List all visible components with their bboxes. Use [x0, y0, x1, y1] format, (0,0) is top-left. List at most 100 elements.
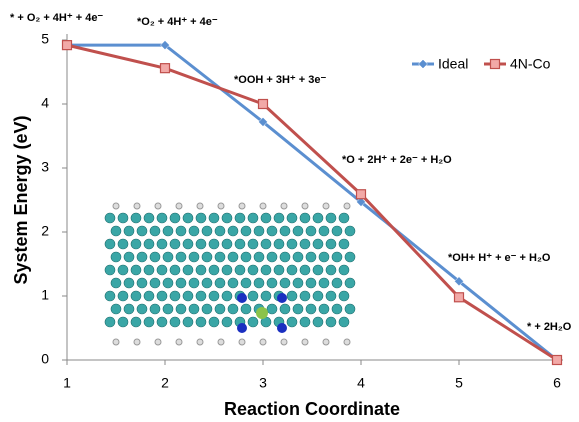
atom — [157, 317, 167, 327]
annotation: * + O₂ + 4H⁺ + 4e⁻ — [10, 12, 103, 24]
atom — [248, 213, 258, 223]
atom — [332, 304, 342, 314]
atom — [144, 239, 154, 249]
atom — [306, 252, 316, 262]
atom — [118, 213, 128, 223]
atom — [300, 239, 310, 249]
atom — [222, 317, 232, 327]
annotation: * + 2H₂O — [527, 321, 572, 333]
legend-label: Ideal — [438, 56, 468, 72]
atom — [248, 239, 258, 249]
atom — [131, 291, 141, 301]
atom — [222, 239, 232, 249]
atom — [215, 226, 225, 236]
x-tick-label: 5 — [455, 375, 463, 391]
atom-h — [113, 339, 119, 345]
annotation: *OH+ H⁺ + e⁻ + H₂O — [448, 252, 551, 264]
atom — [254, 278, 264, 288]
atom-h — [302, 339, 308, 345]
atom — [150, 226, 160, 236]
y-tick-label: 0 — [41, 351, 49, 367]
atom — [183, 213, 193, 223]
atom — [118, 239, 128, 249]
atom — [267, 278, 277, 288]
atom — [196, 291, 206, 301]
marker — [455, 293, 464, 302]
atom — [105, 291, 115, 301]
atom — [118, 291, 128, 301]
atom-h — [176, 339, 182, 345]
atom-h — [344, 339, 350, 345]
atom — [274, 239, 284, 249]
atom — [137, 304, 147, 314]
atom — [118, 265, 128, 275]
atom — [202, 252, 212, 262]
atom-h — [323, 203, 329, 209]
atom — [183, 317, 193, 327]
atom — [293, 252, 303, 262]
atom — [202, 278, 212, 288]
x-tick-label: 1 — [63, 375, 71, 391]
atom — [144, 213, 154, 223]
atom-n — [237, 293, 247, 303]
atom — [326, 213, 336, 223]
atom-h — [218, 339, 224, 345]
atom-h — [197, 339, 203, 345]
atom — [235, 213, 245, 223]
atom — [137, 252, 147, 262]
atom — [280, 226, 290, 236]
atom — [131, 265, 141, 275]
atom — [189, 278, 199, 288]
legend-marker — [491, 60, 500, 69]
atom — [339, 317, 349, 327]
atom — [124, 304, 134, 314]
atom — [157, 239, 167, 249]
atom — [326, 291, 336, 301]
marker — [553, 356, 562, 365]
atom — [163, 252, 173, 262]
atom-h — [239, 203, 245, 209]
atom — [196, 317, 206, 327]
atom — [235, 265, 245, 275]
atom — [248, 291, 258, 301]
molecule-inset — [105, 203, 355, 345]
atom — [248, 317, 258, 327]
atom — [267, 252, 277, 262]
atom — [332, 226, 342, 236]
atom — [215, 278, 225, 288]
atom — [254, 252, 264, 262]
atom-h — [302, 203, 308, 209]
atom — [196, 239, 206, 249]
y-tick-label: 5 — [41, 31, 49, 47]
atom — [202, 226, 212, 236]
atom — [163, 278, 173, 288]
atom — [293, 278, 303, 288]
atom — [319, 278, 329, 288]
atom — [293, 226, 303, 236]
atom-h — [218, 203, 224, 209]
atom — [111, 278, 121, 288]
x-tick-label: 4 — [357, 375, 365, 391]
atom — [228, 226, 238, 236]
y-tick-label: 1 — [41, 287, 49, 303]
atom — [150, 278, 160, 288]
atom-h — [260, 203, 266, 209]
atom — [261, 213, 271, 223]
atom — [313, 291, 323, 301]
atom — [176, 252, 186, 262]
atom — [319, 304, 329, 314]
atom — [163, 226, 173, 236]
atom — [339, 265, 349, 275]
atom — [202, 304, 212, 314]
x-tick-label: 2 — [161, 375, 169, 391]
atom — [157, 291, 167, 301]
atom — [319, 252, 329, 262]
atom-h — [239, 339, 245, 345]
atom — [280, 252, 290, 262]
atom — [144, 291, 154, 301]
atom — [306, 278, 316, 288]
atom — [293, 304, 303, 314]
atom-h — [134, 339, 140, 345]
atom — [157, 213, 167, 223]
atom — [261, 265, 271, 275]
